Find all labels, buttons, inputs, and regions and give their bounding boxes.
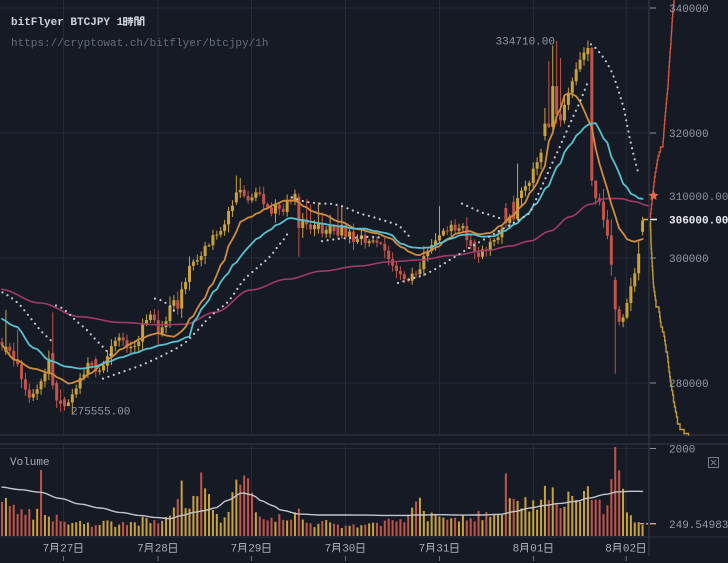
svg-text:27: 27 <box>60 544 73 556</box>
svg-text:02: 02 <box>623 544 636 556</box>
svg-text:7: 7 <box>137 544 144 556</box>
svg-text:7: 7 <box>231 544 238 556</box>
svg-text:7: 7 <box>43 544 50 556</box>
svg-text:340000: 340000 <box>669 4 709 16</box>
svg-text:249.54983: 249.54983 <box>669 520 728 532</box>
svg-text:https://cryptowat.ch/bitflyer/: https://cryptowat.ch/bitflyer/btcjpy/1h <box>11 38 268 50</box>
svg-text:334710.00: 334710.00 <box>496 37 555 49</box>
svg-text:29: 29 <box>248 544 261 556</box>
svg-text:28: 28 <box>155 544 168 556</box>
svg-text:306000.00: 306000.00 <box>669 216 728 228</box>
svg-text:01: 01 <box>530 544 544 556</box>
svg-text:7: 7 <box>325 544 332 556</box>
svg-text:300000: 300000 <box>669 254 709 266</box>
svg-text:275555.00: 275555.00 <box>71 407 130 419</box>
svg-text:30: 30 <box>342 544 355 556</box>
svg-text:31: 31 <box>436 544 450 556</box>
svg-text:310000.00: 310000.00 <box>669 192 728 204</box>
svg-text:bitFlyer BTCJPY 1: bitFlyer BTCJPY 1 <box>11 17 124 29</box>
svg-text:280000: 280000 <box>669 379 709 391</box>
svg-text:8: 8 <box>513 544 520 556</box>
svg-text:2000: 2000 <box>669 445 695 457</box>
svg-text:320000: 320000 <box>669 129 709 141</box>
svg-text:7: 7 <box>419 544 426 556</box>
svg-text:Volume: Volume <box>10 457 50 469</box>
svg-text:8: 8 <box>605 544 612 556</box>
